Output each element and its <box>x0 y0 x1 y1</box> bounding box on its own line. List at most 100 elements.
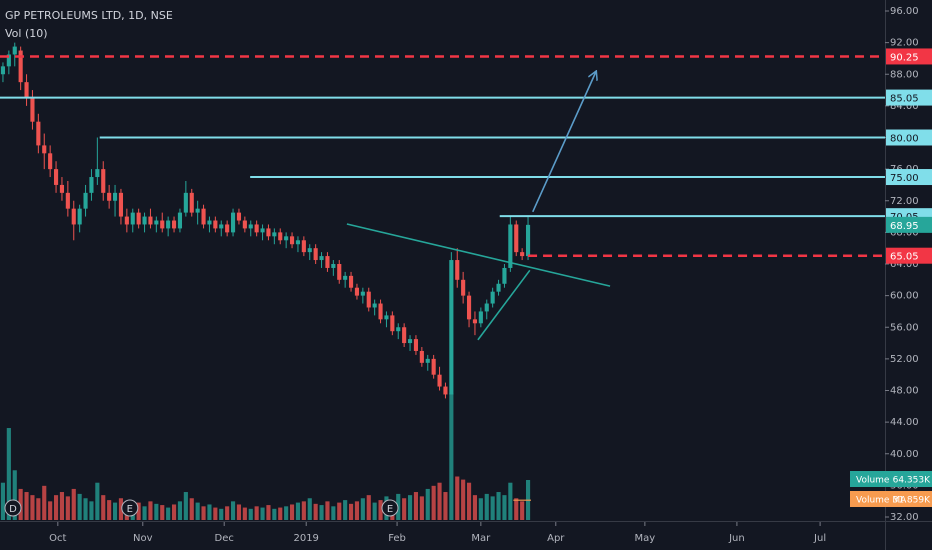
candle-body <box>437 374 442 387</box>
volume-bar <box>12 470 17 520</box>
chart-title: GP PETROLEUMS LTD, 1D, NSE <box>5 9 173 22</box>
volume-bar <box>83 498 88 520</box>
candle-body <box>230 212 236 233</box>
volume-bar <box>413 492 419 520</box>
volume-bar <box>6 428 11 520</box>
candle-body <box>219 224 224 229</box>
volume-bar <box>36 498 41 520</box>
candle-body <box>520 252 525 257</box>
level-label-box <box>886 129 932 146</box>
volume-bar <box>425 488 430 520</box>
volume-bar <box>478 498 483 520</box>
volume-bar <box>101 495 106 520</box>
volume-bar <box>225 506 230 520</box>
volume-bar <box>449 393 454 520</box>
candle-body <box>6 54 11 67</box>
x-tick-label: Feb <box>388 533 406 544</box>
event-label: E <box>387 504 393 515</box>
volume-bar <box>30 495 35 520</box>
volume-bar <box>284 506 289 520</box>
volume-bar <box>496 492 501 520</box>
candle-body <box>307 248 312 253</box>
candle-body <box>425 358 430 363</box>
candle-body <box>502 267 507 284</box>
candle-body <box>496 283 501 292</box>
volume-bar <box>520 501 525 520</box>
candle-body <box>207 220 212 225</box>
candle-body <box>337 264 342 280</box>
candle-body <box>378 303 383 320</box>
volume-bar <box>248 508 253 520</box>
candle-body <box>160 220 165 229</box>
volume-bar <box>160 505 165 520</box>
candle-body <box>95 169 100 178</box>
candle-body <box>478 311 483 324</box>
volume-bar <box>219 508 224 520</box>
candle-body <box>278 232 283 241</box>
candle-body <box>171 220 177 229</box>
y-tick-label: 52.00 <box>890 354 919 365</box>
level-label: 65.05 <box>890 252 919 263</box>
candle-body <box>360 291 365 296</box>
candle-body <box>466 295 472 320</box>
candle-body <box>325 256 330 268</box>
volume-bar <box>514 498 519 520</box>
event-marker <box>121 499 139 517</box>
candle-body <box>124 216 129 225</box>
candle-body <box>396 327 401 332</box>
candle-body <box>242 220 247 229</box>
indicator-name: Vol (10) <box>5 27 48 40</box>
candle-body <box>254 224 259 233</box>
candle-body <box>189 192 194 213</box>
volume-bar <box>313 503 318 520</box>
candle-body <box>248 224 253 229</box>
volume-bar <box>484 493 489 520</box>
level-label: 75.00 <box>890 173 919 184</box>
volume-bar <box>171 504 177 520</box>
x-tick-label: Apr <box>547 533 565 544</box>
volume-bar <box>466 482 472 520</box>
volume-bar <box>230 501 236 520</box>
x-tick-label: 2019 <box>293 533 318 544</box>
candle-body <box>136 212 141 225</box>
candle-body <box>18 50 23 83</box>
level-label-box <box>886 89 932 106</box>
volume-bar <box>142 506 147 520</box>
candle-body <box>201 208 206 225</box>
candle-body <box>83 192 88 209</box>
x-tick-label: Oct <box>49 533 66 544</box>
candle-body <box>195 208 200 213</box>
readout-name: Volume <box>856 476 890 486</box>
y-tick-label: 56.00 <box>890 322 919 333</box>
candle-body <box>30 97 35 122</box>
volume-bar <box>177 501 183 520</box>
candle-body <box>213 220 218 229</box>
volume-bar <box>443 492 448 520</box>
volume-bar <box>319 505 324 520</box>
volume-bar <box>360 498 365 520</box>
candle-body <box>449 260 454 395</box>
volume-bar <box>272 508 277 520</box>
candle-body <box>65 192 70 209</box>
level-label-box <box>886 247 932 264</box>
candle-body <box>36 121 41 146</box>
volume-bar <box>201 506 206 520</box>
volume-bar <box>207 504 212 520</box>
volume-bar <box>183 492 188 520</box>
x-tick-label: Jul <box>813 533 826 544</box>
x-tick-label: Mar <box>471 533 491 544</box>
candle-body <box>284 236 289 241</box>
candle-body <box>343 275 348 280</box>
candle-body <box>48 153 53 170</box>
level-label-box <box>886 48 932 65</box>
x-tick-label: Dec <box>215 533 234 544</box>
y-tick-label: 32.00 <box>890 512 919 523</box>
candle-body <box>366 291 371 308</box>
event-marker <box>4 499 22 517</box>
y-tick-label: 40.00 <box>890 449 919 460</box>
trend-line <box>346 223 611 287</box>
candle-body <box>53 169 59 185</box>
candle-body <box>107 192 112 201</box>
level-label: 80.00 <box>890 134 919 145</box>
